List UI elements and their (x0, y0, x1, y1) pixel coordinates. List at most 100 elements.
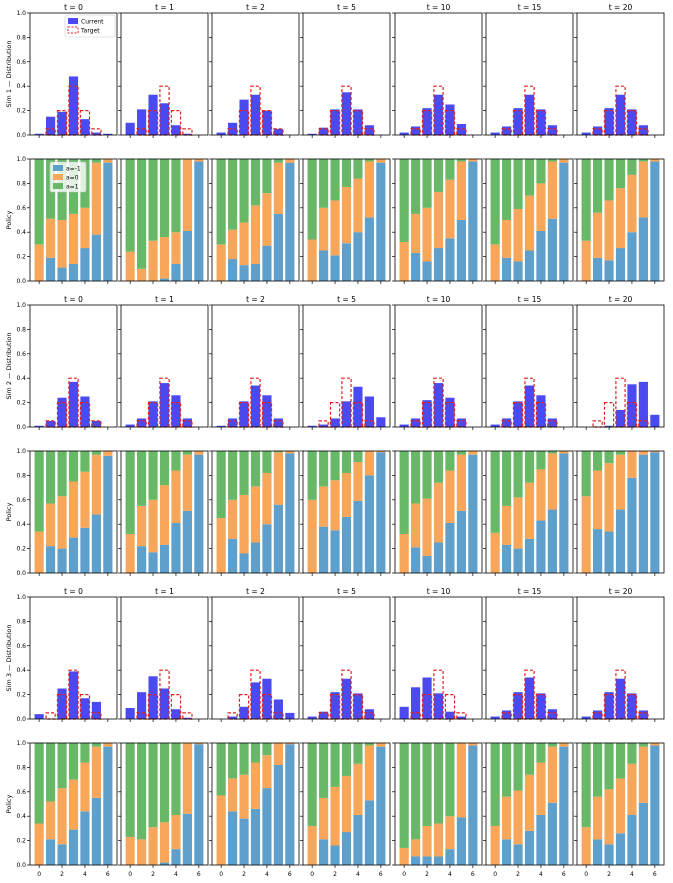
panel-frame (485, 450, 574, 574)
policy-bar-a1 (399, 743, 409, 848)
current-bar (502, 418, 512, 427)
y-tick-label: 0.2 (16, 254, 26, 261)
x-tick-label: 0 (310, 871, 314, 878)
y-tick-label: 0.4 (16, 521, 26, 528)
panel-frame (576, 742, 665, 866)
y-tick-label: 0.2 (16, 692, 26, 699)
current-bar (57, 397, 67, 427)
policy-bar-a0 (627, 174, 637, 233)
policy-bar-a1 (239, 159, 249, 223)
target-bar (182, 712, 193, 720)
panel-frame (211, 596, 300, 720)
policy-bar-a0 (262, 755, 272, 789)
panel-title: t = 10 (427, 587, 451, 596)
policy-bar-a-neg1 (182, 230, 192, 281)
policy-panel: 0 2 4 6 (483, 742, 574, 878)
policy-bar-a1 (490, 451, 500, 533)
policy-row-label: Policy (5, 211, 13, 230)
panel-frame (485, 304, 574, 428)
policy-bar-a1 (353, 451, 363, 462)
panel-title: t = 1 (155, 295, 174, 304)
panel-frame (485, 158, 574, 282)
policy-bar-a0 (513, 790, 523, 845)
policy-bar-a0 (604, 789, 614, 845)
policy-bar-a1 (411, 743, 421, 840)
policy-bar-a0 (103, 451, 113, 456)
policy-bar-a-neg1 (536, 814, 546, 865)
target-bar (182, 420, 193, 428)
current-bar (125, 122, 135, 135)
current-bar (159, 383, 170, 427)
y-tick-label: 0.6 (16, 497, 26, 504)
x-tick-label: 0 (493, 871, 497, 878)
policy-bar-a0 (411, 503, 421, 548)
policy-bar-a0 (148, 827, 158, 865)
policy-bar-a1 (502, 159, 512, 220)
panel-frame (29, 12, 118, 136)
current-bar (615, 409, 626, 427)
policy-bar-a0 (239, 494, 249, 554)
policy-bar-a0 (399, 847, 409, 865)
y-tick-label: 0.0 (16, 862, 26, 869)
policy-bar-a0 (137, 839, 147, 865)
policy-bar-a0 (103, 159, 113, 163)
dist-panel: t = 2 (209, 3, 300, 138)
panel-title: t = 2 (246, 3, 265, 12)
policy-bar-a1 (524, 451, 535, 483)
policy-bar-a0 (364, 161, 374, 218)
target-bar (79, 693, 91, 720)
policy-bar-a0 (468, 451, 478, 455)
target-bar (238, 693, 250, 720)
policy-panel (392, 450, 483, 576)
current-bar (262, 110, 272, 135)
policy-bar-a0 (34, 531, 44, 573)
panel-frame (211, 742, 300, 866)
dist-row-label: Sim 1 — Distribution (5, 40, 13, 107)
policy-bar-a1 (524, 159, 535, 196)
policy-bar-a-neg1 (341, 832, 352, 865)
target-bar (512, 402, 524, 428)
policy-bar-a1 (319, 743, 329, 798)
x-tick-label: 2 (242, 871, 246, 878)
target-bar (410, 420, 421, 428)
policy-bar-a0 (57, 788, 67, 845)
policy-bar-a-neg1 (411, 252, 421, 281)
policy-bar-a1 (615, 743, 626, 779)
policy-bar-a1 (239, 743, 249, 775)
current-bar (456, 716, 466, 719)
x-tick-label: 0 (37, 871, 41, 878)
current-bar (228, 122, 238, 135)
policy-bar-a0 (182, 454, 192, 511)
policy-bar-a0 (68, 779, 79, 830)
policy-bar-a1 (502, 743, 512, 797)
policy-bar-a1 (490, 743, 500, 826)
dist-row-label: Sim 2 — Distribution (5, 332, 13, 399)
panel-title: t = 20 (609, 3, 633, 12)
current-bar (103, 133, 113, 135)
dist-panel: t = 1 (118, 295, 209, 430)
policy-bar-a1 (34, 743, 44, 824)
policy-bar-a1 (604, 159, 614, 201)
target-bar (170, 402, 182, 428)
policy-bar-a0 (524, 774, 535, 831)
policy-bar-a1 (604, 743, 614, 790)
policy-bar-a1 (341, 159, 352, 188)
current-bar (171, 395, 181, 427)
policy-bar-a0 (411, 213, 421, 253)
current-bar (627, 109, 637, 135)
policy-bar-a0 (46, 801, 56, 840)
policy-bar-a0 (422, 498, 432, 556)
policy-bar-a-neg1 (411, 856, 421, 865)
x-tick-label: 0 (128, 871, 132, 878)
x-tick-label: 4 (83, 871, 87, 878)
policy-bar-a-neg1 (341, 516, 352, 573)
policy-bar-a-neg1 (57, 267, 67, 281)
current-bar (307, 425, 317, 427)
policy-bar-a1 (148, 159, 158, 241)
policy-bar-a0 (228, 778, 238, 812)
policy-bar-a0 (593, 796, 603, 840)
target-bar (535, 402, 547, 428)
panel-title: t = 15 (518, 587, 542, 596)
x-tick-label: 2 (151, 871, 155, 878)
panel-title: t = 0 (64, 295, 83, 304)
